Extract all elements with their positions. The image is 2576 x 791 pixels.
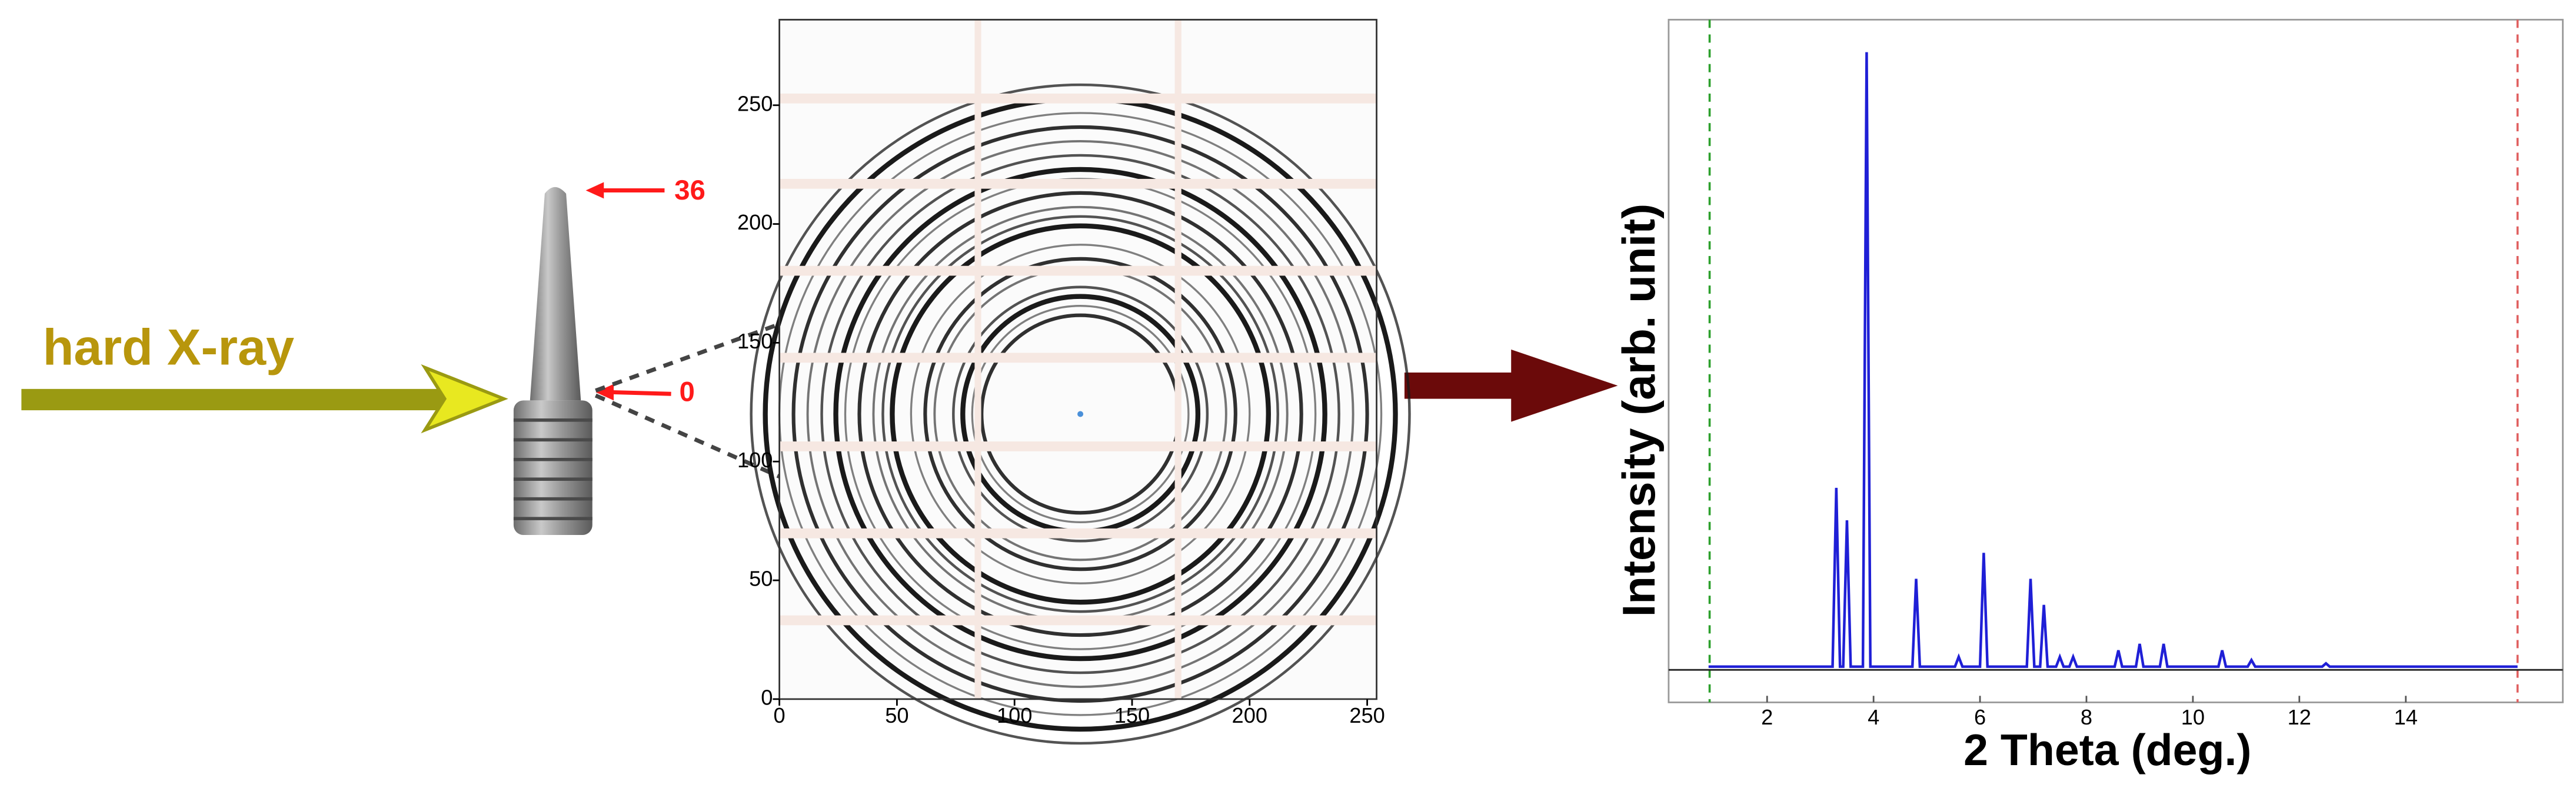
x-tick-label: 50 bbox=[885, 703, 908, 727]
module-gap bbox=[974, 19, 981, 699]
diffraction-ring bbox=[833, 167, 1327, 662]
beam-shaft bbox=[21, 388, 448, 411]
diffraction-ring bbox=[750, 83, 1411, 745]
x-axis-label: 2 Theta (deg.) bbox=[1963, 725, 2251, 775]
x-tick-label: 6 bbox=[1974, 705, 1986, 729]
height-top-label: 36 bbox=[674, 175, 705, 206]
screw-thread bbox=[513, 400, 593, 536]
diffraction-ring bbox=[923, 257, 1237, 571]
thread-ridges bbox=[513, 418, 593, 520]
x-tick-label: 10 bbox=[2181, 705, 2205, 729]
process-arrow bbox=[1404, 349, 1618, 422]
beam-center bbox=[1077, 411, 1084, 417]
x-tick-label: 200 bbox=[1232, 703, 1267, 727]
plot-frame bbox=[778, 19, 1377, 700]
beam-label: hard X-ray bbox=[43, 320, 294, 376]
x-tick-label: 2 bbox=[1761, 705, 1773, 729]
y-tick-label: 0 bbox=[761, 685, 773, 709]
diffraction-ring bbox=[910, 244, 1251, 584]
x-tick-label: 150 bbox=[1114, 703, 1150, 727]
height-bottom-label: 0 bbox=[680, 377, 695, 408]
pattern-plot: 2 4 6 8 10 12 14 2 Theta (deg.) Intensity (arb. … bbox=[1613, 19, 2564, 775]
y-tick-label: 150 bbox=[737, 329, 773, 353]
detector-plot: 0 50 100 150 200 250 0 50 100 150 200 250 bbox=[737, 19, 1411, 745]
beam-head bbox=[421, 364, 508, 434]
module-gap bbox=[779, 528, 1377, 539]
y-tick-label: 50 bbox=[749, 567, 773, 591]
x-tick-label: 4 bbox=[1868, 705, 1879, 729]
x-tick-label: 8 bbox=[2081, 705, 2092, 729]
beam-arrow bbox=[21, 364, 508, 434]
diffraction-ring bbox=[806, 140, 1354, 688]
x-tick-label: 12 bbox=[2288, 705, 2311, 729]
module-gap bbox=[779, 265, 1377, 276]
diffraction-ring bbox=[890, 223, 1271, 605]
diffraction-ring bbox=[971, 305, 1190, 523]
y-tick-label: 250 bbox=[737, 91, 773, 115]
module-gap bbox=[779, 178, 1377, 189]
module-gap bbox=[779, 441, 1377, 451]
module-gap bbox=[779, 353, 1377, 363]
y-tick-label: 200 bbox=[737, 210, 773, 234]
diffraction-ring bbox=[881, 215, 1279, 613]
x-tick-label: 250 bbox=[1349, 703, 1384, 727]
plot-frame bbox=[1668, 19, 2564, 703]
diffraction-ring bbox=[791, 125, 1369, 703]
height-markers bbox=[585, 182, 671, 401]
x-tick-label: 14 bbox=[2394, 705, 2418, 729]
x-tick-label: 100 bbox=[997, 703, 1032, 727]
y-tick-label: 100 bbox=[737, 448, 773, 472]
module-gap bbox=[1174, 19, 1182, 699]
y-axis-label: Intensity (arb. unit) bbox=[1613, 204, 1665, 617]
screw-shank bbox=[530, 187, 581, 401]
x-tick-label: 0 bbox=[774, 703, 786, 727]
sample-screw bbox=[513, 187, 593, 536]
diffraction-ring bbox=[820, 154, 1340, 674]
pattern-line bbox=[1708, 52, 2518, 668]
diffraction-ring bbox=[952, 285, 1209, 543]
module-gap bbox=[779, 615, 1377, 626]
diffraction-ring bbox=[844, 178, 1317, 650]
module-gap bbox=[779, 93, 1377, 104]
diffraction-ring bbox=[857, 191, 1303, 637]
